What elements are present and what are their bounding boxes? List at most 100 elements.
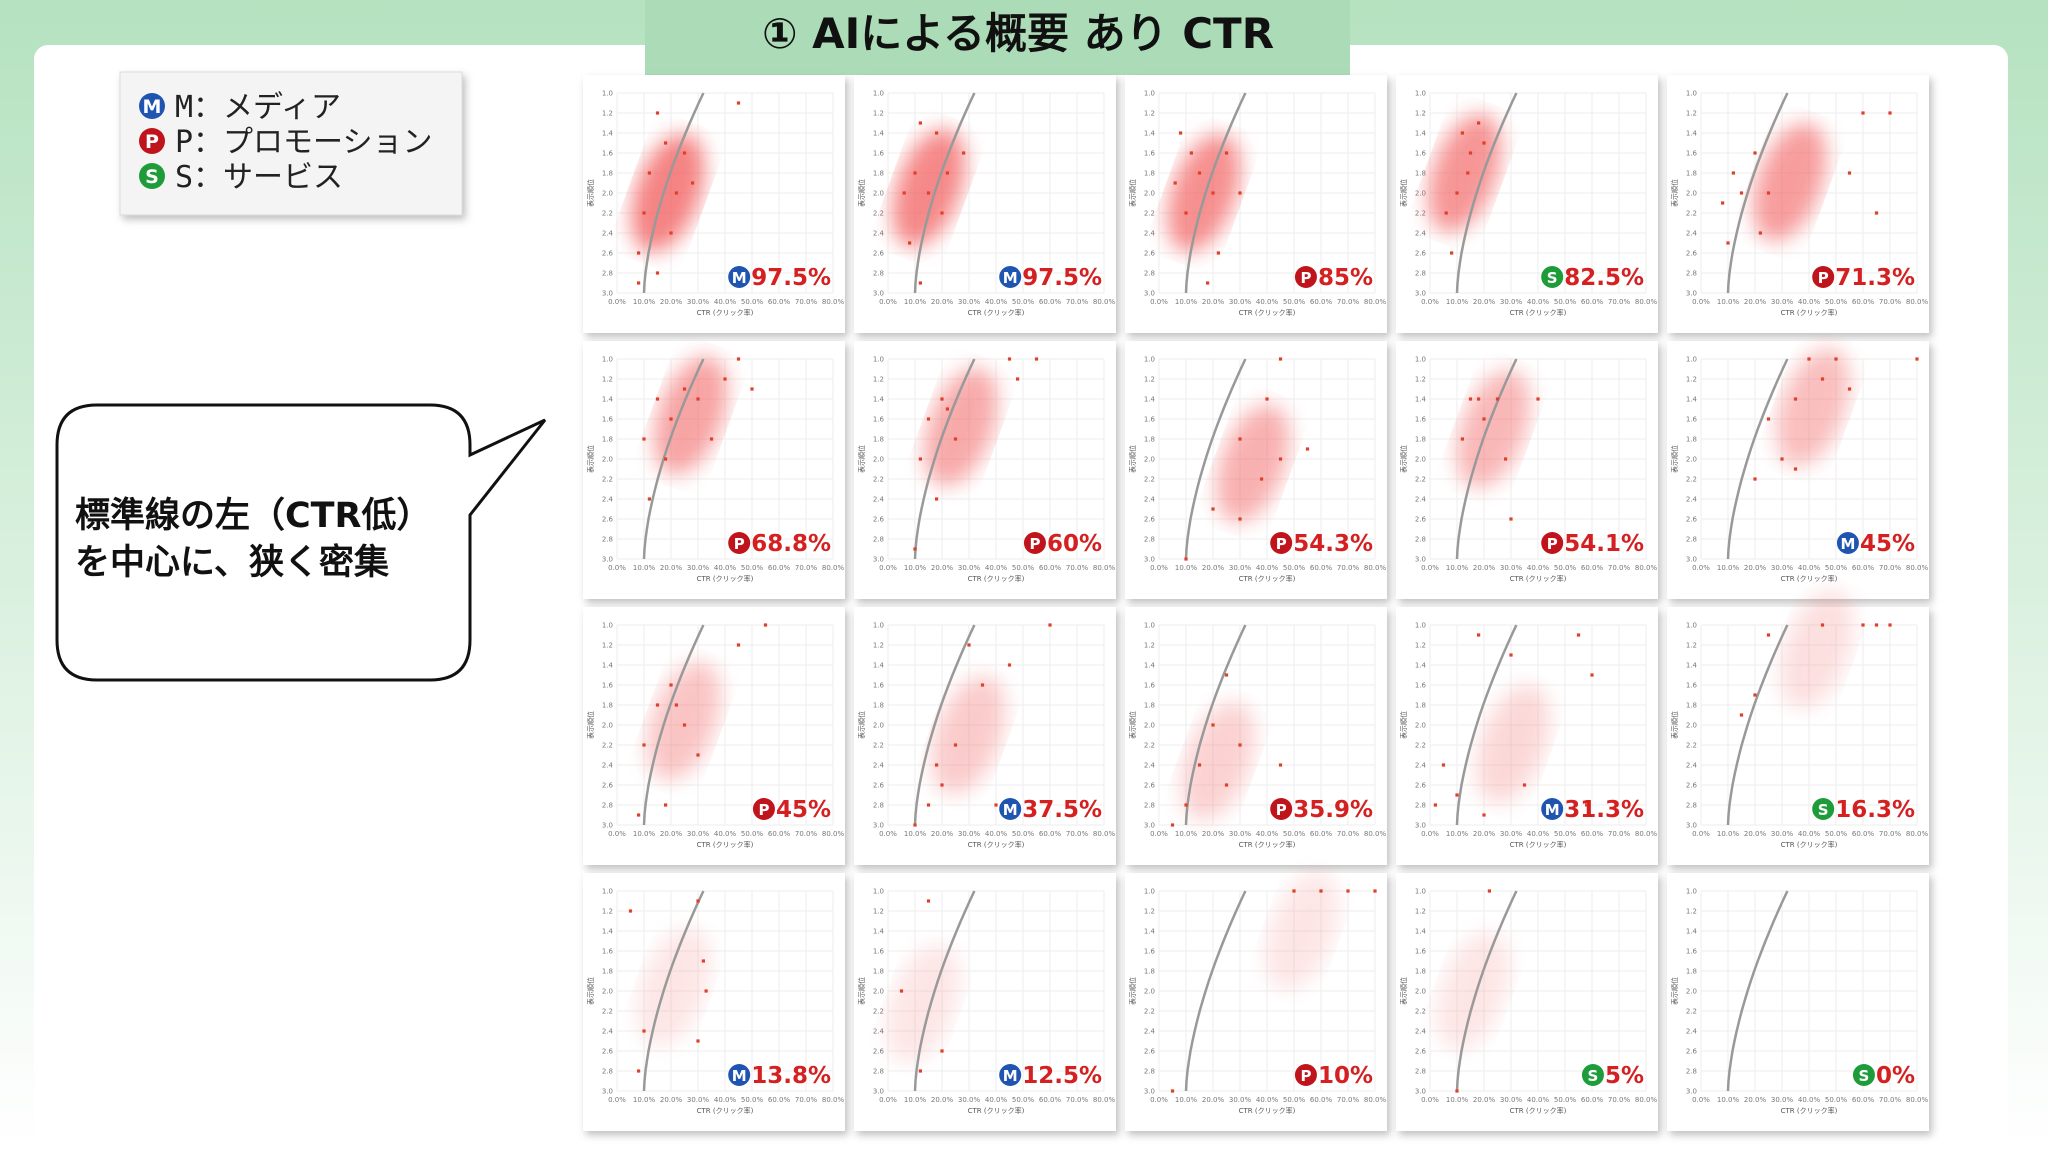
y-tick-label: 1.2 — [1144, 110, 1155, 118]
y-tick-label: 2.2 — [1686, 742, 1697, 750]
x-tick-label: 20.0% — [1744, 1096, 1767, 1104]
x-tick-label: 0.0% — [1692, 830, 1710, 838]
y-tick-label: 3.0 — [873, 556, 884, 564]
x-tick-label: 80.0% — [1093, 1096, 1116, 1104]
y-tick-label: 2.2 — [602, 210, 613, 218]
category-badge — [999, 798, 1022, 820]
y-tick-label: 2.6 — [873, 250, 885, 258]
y-tick-label: 1.4 — [873, 130, 885, 138]
x-tick-label: 0.0% — [608, 298, 626, 306]
x-tick-label: 0.0% — [1150, 1096, 1168, 1104]
y-axis-label: 表示順位 — [1399, 977, 1408, 1005]
y-tick-label: 2.0 — [873, 722, 884, 730]
y-tick-label: 1.4 — [873, 396, 885, 404]
y-tick-label: 1.0 — [1415, 356, 1426, 364]
y-tick-label: 1.8 — [1415, 436, 1426, 444]
y-tick-label: 2.4 — [873, 230, 885, 238]
x-tick-label: 60.0% — [1039, 298, 1062, 306]
y-tick-label: 2.2 — [873, 210, 884, 218]
density-cloud — [1476, 684, 1550, 804]
y-tick-label: 1.8 — [1415, 968, 1426, 976]
y-tick-label: 1.8 — [1415, 702, 1426, 710]
standard-line — [1455, 624, 1518, 826]
x-tick-label: 50.0% — [1012, 298, 1035, 306]
data-point — [935, 763, 939, 767]
x-tick-label: 80.0% — [1906, 298, 1929, 306]
y-tick-label: 1.0 — [1686, 356, 1697, 364]
density-cloud — [1776, 347, 1850, 467]
y-axis-label: 表示順位 — [1670, 977, 1679, 1005]
y-tick-label: 2.8 — [1415, 1068, 1426, 1076]
y-axis-label: 表示順位 — [1128, 711, 1137, 739]
legend: M M：メディア P P：プロモーション S S：サービス — [119, 71, 463, 216]
data-point — [750, 387, 754, 391]
category-badge-letter: P — [1029, 535, 1040, 553]
y-tick-label: 2.6 — [873, 516, 885, 524]
y-tick-label: 2.0 — [1144, 456, 1155, 464]
y-tick-label: 1.6 — [1415, 150, 1427, 158]
share-label: 54.3% — [1293, 531, 1373, 557]
y-tick-label: 2.4 — [602, 1028, 614, 1036]
y-tick-label: 3.0 — [873, 822, 884, 830]
data-point — [704, 989, 708, 993]
y-tick-label: 2.0 — [602, 190, 613, 198]
x-tick-label: 0.0% — [1150, 830, 1168, 838]
y-tick-label: 2.8 — [1686, 536, 1697, 544]
x-tick-label: 40.0% — [1798, 830, 1821, 838]
data-point — [664, 141, 668, 145]
x-tick-label: 20.0% — [931, 298, 954, 306]
y-tick-label: 2.4 — [1144, 230, 1156, 238]
y-tick-label: 1.0 — [1686, 888, 1697, 896]
data-point — [669, 231, 673, 235]
data-point — [1726, 241, 1730, 245]
data-point — [1455, 191, 1459, 195]
x-tick-label: 40.0% — [1527, 1096, 1550, 1104]
category-badge — [1270, 532, 1293, 554]
data-point — [1016, 377, 1020, 381]
x-tick-label: 50.0% — [1554, 564, 1577, 572]
y-tick-label: 1.6 — [1144, 682, 1156, 690]
y-tick-label: 1.8 — [1686, 968, 1697, 976]
data-point — [1224, 673, 1229, 677]
x-tick-label: 40.0% — [1527, 298, 1550, 306]
data-point — [994, 803, 998, 807]
category-badge-letter: P — [1547, 535, 1558, 553]
data-point — [1278, 457, 1283, 461]
y-axis-label: 表示順位 — [586, 977, 595, 1005]
y-tick-label: 2.8 — [1686, 270, 1697, 278]
x-tick-label: 10.0% — [633, 564, 656, 572]
y-tick-label: 1.4 — [1144, 396, 1156, 404]
y-tick-label: 3.0 — [1686, 822, 1697, 830]
x-tick-label: 30.0% — [1229, 1096, 1252, 1104]
share-label: 35.9% — [1293, 797, 1373, 823]
data-point — [935, 497, 939, 501]
data-point — [642, 1029, 646, 1033]
y-axis-label: 表示順位 — [1399, 445, 1408, 473]
data-point — [1482, 417, 1486, 421]
category-badge — [999, 266, 1022, 288]
category-badge-letter: M — [732, 269, 747, 287]
x-tick-label: 20.0% — [1202, 1096, 1225, 1104]
y-tick-label: 2.4 — [1415, 496, 1427, 504]
y-tick-label: 2.6 — [1686, 1048, 1698, 1056]
y-tick-label: 2.0 — [873, 988, 884, 996]
x-tick-label: 80.0% — [1364, 298, 1387, 306]
category-badge — [1541, 532, 1564, 554]
data-point — [1482, 141, 1486, 145]
y-tick-label: 1.6 — [1415, 416, 1427, 424]
y-tick-label: 2.0 — [1144, 190, 1155, 198]
data-point — [1780, 457, 1784, 461]
x-tick-label: 10.0% — [1175, 298, 1198, 306]
x-tick-label: 60.0% — [1581, 564, 1604, 572]
y-tick-label: 1.0 — [602, 622, 613, 630]
data-point — [1766, 417, 1771, 421]
data-point — [913, 547, 917, 551]
category-badge — [1023, 532, 1046, 554]
x-tick-label: 20.0% — [1202, 830, 1225, 838]
x-tick-label: 10.0% — [633, 298, 656, 306]
y-tick-label: 1.2 — [1144, 376, 1155, 384]
x-tick-label: 10.0% — [1446, 830, 1469, 838]
x-tick-label: 80.0% — [1635, 298, 1658, 306]
data-point — [1292, 889, 1296, 893]
x-tick-label: 20.0% — [1202, 298, 1225, 306]
